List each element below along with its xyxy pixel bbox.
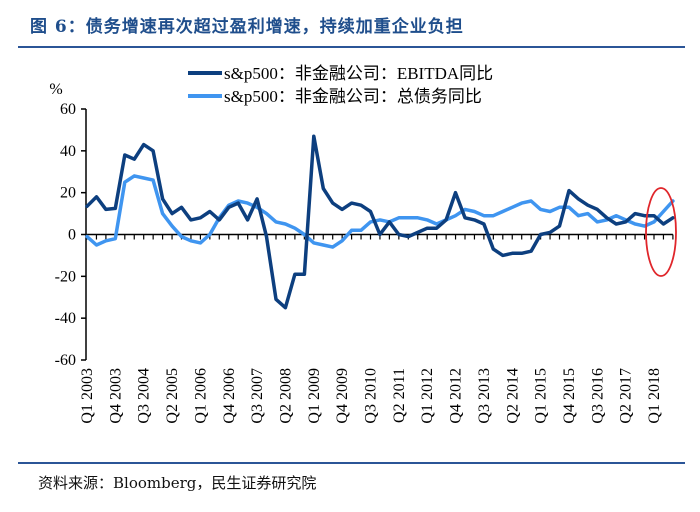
legend-label: s&p500：非金融公司：EBITDA同比 <box>224 64 493 83</box>
y-tick-label: -40 <box>55 310 76 327</box>
x-tick-label: Q1 2018 <box>646 368 663 424</box>
x-tick-label: Q2 2011 <box>391 368 408 423</box>
x-tick-label: Q4 2015 <box>561 368 578 424</box>
x-tick-label: Q2 2017 <box>618 368 635 424</box>
y-tick-label: 20 <box>60 185 76 202</box>
x-tick-label: Q3 2010 <box>363 368 380 424</box>
source-note: 资料来源：Bloomberg，民生证券研究院 <box>38 474 317 492</box>
x-tick-label: Q3 2007 <box>249 368 266 424</box>
x-tick-label: Q3 2013 <box>476 368 493 424</box>
x-tick-label: Q4 2003 <box>107 368 124 424</box>
highlight-ellipse <box>645 187 677 277</box>
y-tick-label: 40 <box>60 143 76 160</box>
y-axis-unit: % <box>49 81 62 98</box>
x-tick-label: Q2 2005 <box>164 368 181 424</box>
x-tick-label: Q1 2003 <box>79 368 96 424</box>
line-chart: 60 40 20 0 -20 -40 -60% Q1 2003 Q4 2003 Q3 2004 Q2… <box>49 64 677 424</box>
x-tick-label: Q3 2004 <box>136 368 153 424</box>
y-tick-label: 60 <box>60 101 76 118</box>
series-line-ebitda <box>85 134 675 310</box>
x-tick-label: Q4 2009 <box>334 368 351 424</box>
y-tick-label: -20 <box>55 268 76 285</box>
x-tick-label: Q1 2012 <box>419 368 436 424</box>
x-tick-label: Q4 2006 <box>221 368 238 424</box>
footer-divider <box>18 462 685 464</box>
chart-title: 图 6：债务增速再次超过盈利增速，持续加重企业负担 <box>30 17 464 37</box>
x-tick-label: Q1 2015 <box>533 368 550 424</box>
legend-label: s&p500：非金融公司：总债务同比 <box>224 87 482 106</box>
series-line-total-debt <box>85 174 675 249</box>
x-tick-label: Q2 2008 <box>277 368 294 424</box>
y-tick-label: 0 <box>68 227 76 244</box>
x-tick-label: Q2 2014 <box>504 368 521 424</box>
x-tick-label: Q4 2012 <box>448 368 465 424</box>
title-divider <box>18 46 685 48</box>
x-tick-label: Q1 2006 <box>192 368 209 424</box>
x-tick-label: Q3 2016 <box>589 368 606 424</box>
x-tick-label: Q1 2009 <box>306 368 323 424</box>
y-tick-label: -60 <box>55 352 76 369</box>
